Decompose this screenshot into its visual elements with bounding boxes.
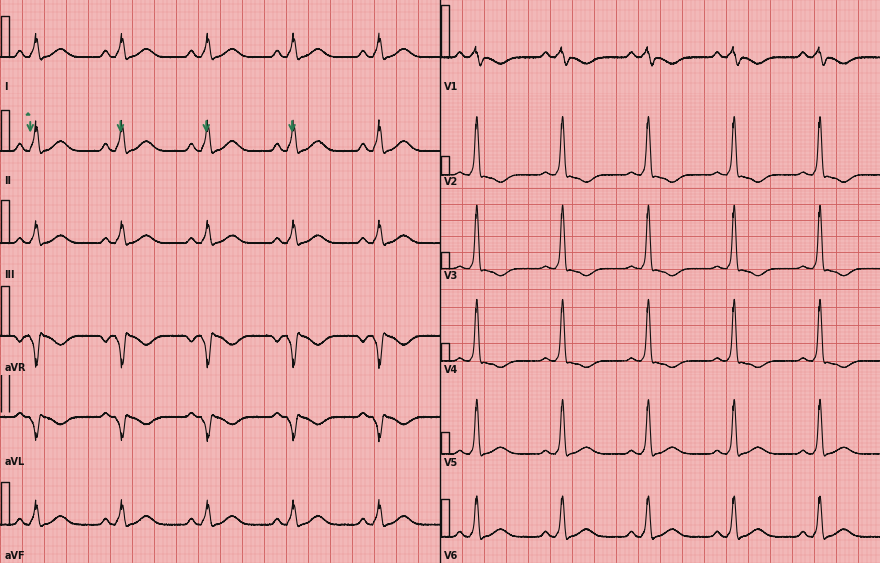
Text: aVL: aVL <box>4 457 25 467</box>
Text: aVF: aVF <box>4 551 25 561</box>
Polygon shape <box>26 113 30 115</box>
Text: V2: V2 <box>444 177 458 187</box>
Text: II: II <box>4 176 11 186</box>
Text: V6: V6 <box>444 552 458 561</box>
Text: V4: V4 <box>444 365 458 374</box>
Text: III: III <box>4 270 15 280</box>
Text: I: I <box>4 82 8 92</box>
Text: V3: V3 <box>444 271 458 281</box>
Text: aVR: aVR <box>4 363 26 373</box>
Text: V1: V1 <box>444 82 458 92</box>
Text: V5: V5 <box>444 458 458 468</box>
